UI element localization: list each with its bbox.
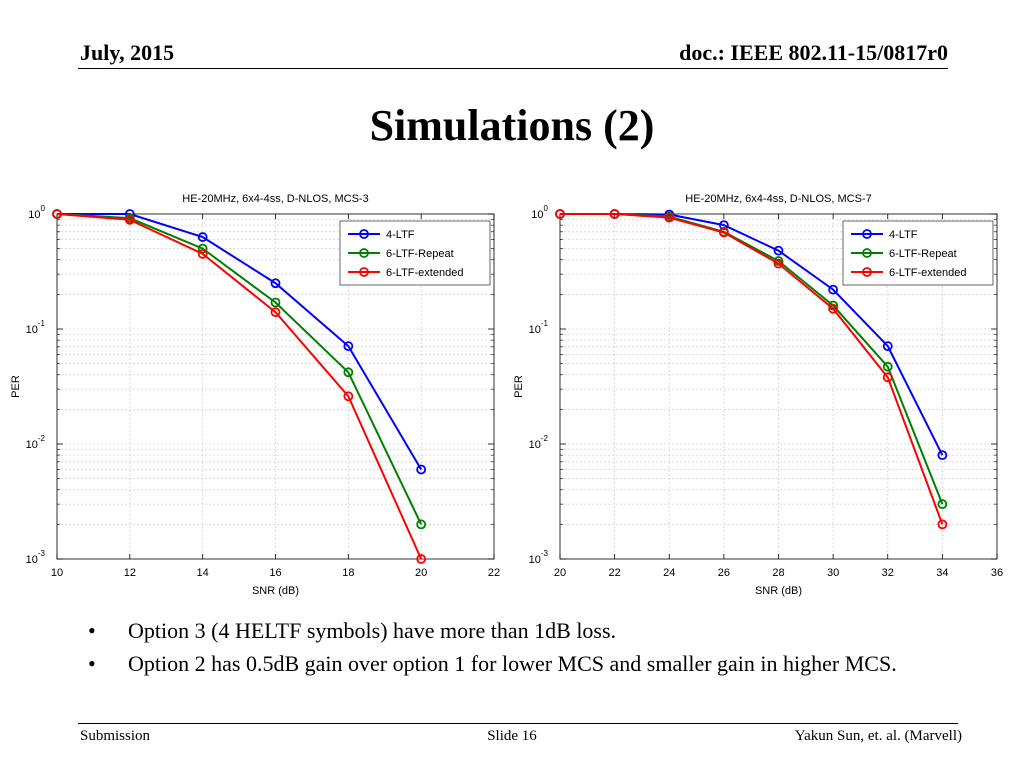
legend-label: 6-LTF-extended bbox=[889, 267, 966, 279]
y-axis-label: PER bbox=[513, 375, 525, 398]
data-point bbox=[124, 214, 135, 225]
legend-swatch-marker bbox=[862, 248, 872, 258]
series-line-6-ltf-repeat bbox=[56, 213, 423, 525]
chart-mcs7: 20 22 24 26 28 30 32 34 36 100 10-1 10-2 10-3 HE-20MH… bbox=[513, 193, 1003, 597]
x-tick-label: 26 bbox=[718, 567, 730, 579]
grid bbox=[56, 214, 495, 559]
data-point bbox=[343, 391, 354, 402]
data-point bbox=[416, 554, 427, 564]
legend-swatch-marker bbox=[862, 229, 872, 239]
footer-author: Yakun Sun, et. al. (Marvell) bbox=[794, 728, 962, 744]
x-tick-label: 28 bbox=[772, 567, 784, 579]
series-line-4-ltf bbox=[57, 213, 423, 471]
legend-swatch-marker bbox=[862, 267, 872, 277]
data-point bbox=[828, 284, 839, 295]
data-point bbox=[773, 258, 784, 269]
data-point bbox=[609, 209, 620, 219]
legend: 4-LTF 6-LTF-Repeat 6-LTF-extended bbox=[842, 220, 994, 286]
data-point bbox=[197, 232, 208, 242]
x-tick-label: 12 bbox=[124, 567, 136, 579]
chart-title: HE-20MHz, 6x4-4ss, D-NLOS, MCS-7 bbox=[685, 193, 871, 205]
data-point bbox=[52, 209, 62, 219]
data-point bbox=[270, 297, 281, 308]
y-tick-label: 10-1 bbox=[26, 319, 46, 336]
data-point bbox=[882, 361, 893, 372]
data-point bbox=[343, 341, 354, 352]
legend: 4-LTF 6-LTF-Repeat 6-LTF-extended bbox=[339, 220, 491, 286]
data-point bbox=[555, 209, 565, 219]
data-point bbox=[882, 341, 893, 352]
y-tick-label: 100 bbox=[28, 204, 45, 221]
series-line-6-ltf-extended bbox=[56, 213, 423, 560]
slide-title: Simulations (2) bbox=[369, 101, 655, 150]
series-line-6-ltf-extended bbox=[560, 213, 944, 525]
x-tick-label: 30 bbox=[827, 567, 839, 579]
y-tick-label: 10-3 bbox=[26, 549, 46, 566]
y-tick-label: 10-2 bbox=[529, 434, 549, 451]
y-tick-label: 10-1 bbox=[529, 319, 549, 336]
data-point bbox=[197, 248, 208, 259]
data-point bbox=[197, 243, 208, 254]
y-tick-label: 100 bbox=[531, 204, 548, 221]
x-tick-label: 36 bbox=[991, 567, 1003, 579]
x-tick-label: 34 bbox=[936, 567, 948, 579]
bullet-text: Option 3 (4 HELTF symbols) have more tha… bbox=[128, 618, 617, 643]
data-point bbox=[416, 519, 427, 530]
y-axis-label: PER bbox=[10, 375, 22, 398]
data-point bbox=[416, 464, 427, 475]
grid bbox=[559, 214, 998, 559]
data-point bbox=[937, 499, 948, 510]
x-tick-label: 10 bbox=[51, 567, 63, 579]
footer-slide-number: Slide 16 bbox=[487, 728, 537, 744]
data-point bbox=[773, 245, 784, 256]
legend-swatch-marker bbox=[359, 267, 369, 277]
x-tick-label: 18 bbox=[342, 567, 354, 579]
x-tick-label: 16 bbox=[269, 567, 281, 579]
legend-label: 6-LTF-Repeat bbox=[386, 248, 454, 260]
bullet-item: • Option 3 (4 HELTF symbols) have more t… bbox=[84, 618, 964, 643]
header-doc-id: doc.: IEEE 802.11-15/0817r0 bbox=[679, 40, 948, 65]
data-point bbox=[937, 519, 948, 530]
legend-label: 4-LTF bbox=[889, 229, 918, 241]
y-tick-label: 10-3 bbox=[529, 549, 549, 566]
x-tick-label: 22 bbox=[609, 567, 621, 579]
data-point bbox=[882, 372, 893, 383]
legend-label: 6-LTF-extended bbox=[386, 267, 463, 279]
x-tick-label: 32 bbox=[882, 567, 894, 579]
data-point bbox=[270, 278, 281, 289]
header-date: July, 2015 bbox=[80, 40, 175, 65]
legend-label: 6-LTF-Repeat bbox=[889, 248, 957, 260]
bullet-item: • Option 2 has 0.5dB gain over option 1 … bbox=[84, 651, 964, 676]
x-tick-label: 20 bbox=[554, 567, 566, 579]
data-point bbox=[828, 303, 839, 314]
legend-label: 4-LTF bbox=[386, 229, 415, 241]
y-tick-label: 10-2 bbox=[26, 434, 46, 451]
footer-submission: Submission bbox=[80, 728, 151, 744]
data-point bbox=[664, 212, 675, 223]
bullet-marker: • bbox=[88, 618, 96, 643]
bullet-marker: • bbox=[88, 651, 96, 676]
bullet-text: Option 2 has 0.5dB gain over option 1 fo… bbox=[128, 651, 897, 676]
legend-swatch-marker bbox=[359, 229, 369, 239]
header-divider bbox=[78, 68, 948, 69]
data-point bbox=[718, 227, 729, 238]
data-point bbox=[937, 450, 948, 461]
bullet-list: • Option 3 (4 HELTF symbols) have more t… bbox=[84, 618, 964, 684]
x-tick-label: 24 bbox=[663, 567, 675, 579]
legend-swatch-marker bbox=[359, 248, 369, 258]
x-axis-label: SNR (dB) bbox=[252, 585, 299, 597]
x-tick-label: 20 bbox=[415, 567, 427, 579]
chart-title: HE-20MHz, 6x4-4ss, D-NLOS, MCS-3 bbox=[182, 193, 368, 205]
chart-mcs3: 10 12 14 16 18 20 22 100 10-1 10-2 10-3 HE-20MHz, 6… bbox=[10, 193, 500, 597]
x-tick-label: 22 bbox=[488, 567, 500, 579]
data-point bbox=[343, 367, 354, 378]
x-tick-label: 14 bbox=[197, 567, 209, 579]
footer-divider bbox=[78, 723, 958, 724]
x-axis-label: SNR (dB) bbox=[755, 585, 802, 597]
data-point bbox=[270, 307, 281, 318]
